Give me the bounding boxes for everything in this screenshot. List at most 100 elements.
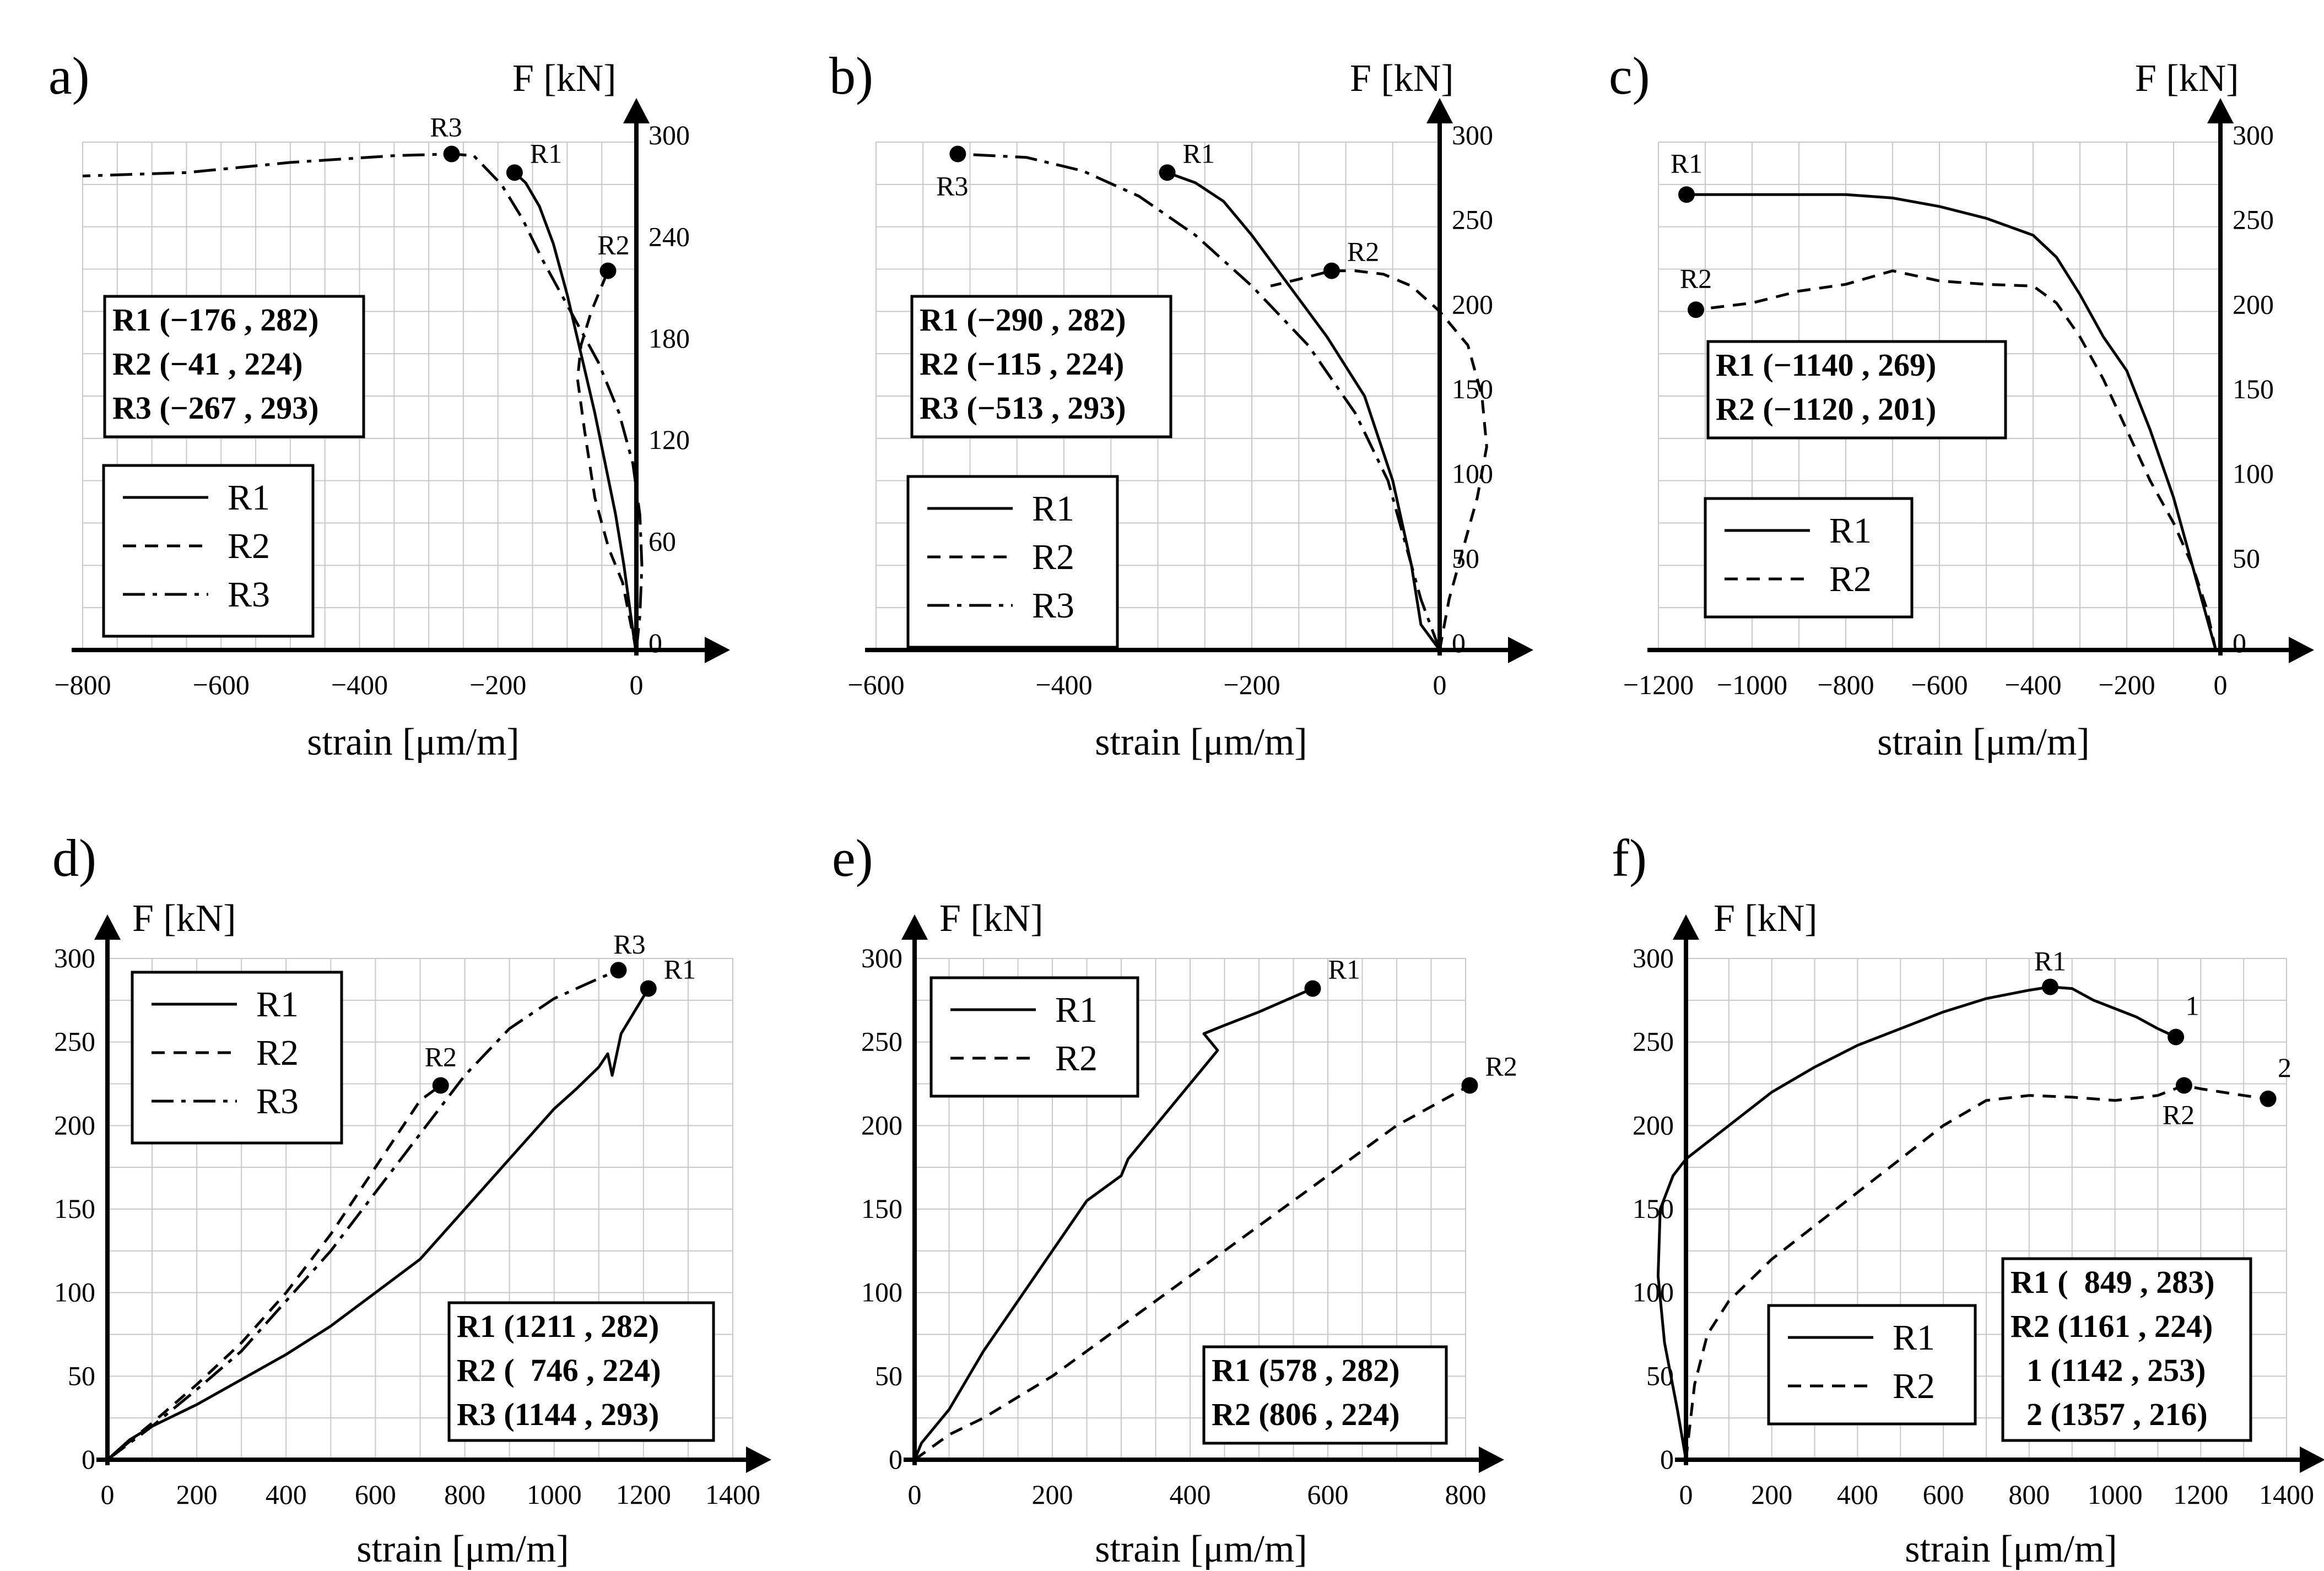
x-axis-arrow (1479, 1447, 1504, 1473)
x-tick-label: 200 (176, 1479, 218, 1510)
info-line: R1 (−1140 , 269) (1716, 347, 1936, 383)
legend: R1 R2 R3 (906, 475, 1119, 649)
marker-label: R1 (1328, 954, 1360, 985)
info-line: R2 (−41 , 224) (112, 346, 303, 382)
legend: R1 R2 R3 (131, 971, 343, 1145)
info-line: R2 (1161 , 224) (2010, 1308, 2213, 1344)
marker-point (640, 980, 657, 997)
x-tick-label: −400 (331, 669, 388, 700)
y-tick-label: 300 (1452, 120, 1493, 150)
y-axis-arrow (901, 914, 928, 940)
x-tick-label: 1400 (2259, 1479, 2314, 1510)
info-line: R3 (−513 , 293) (920, 390, 1126, 426)
chart-b: −600 −400 −200 00 50 100 150 200 250 300 b) F [kN] s… (829, 46, 1533, 763)
x-tick-label: −1200 (1623, 669, 1694, 700)
marker-point (1304, 980, 1321, 997)
x-axis-arrow (705, 637, 730, 663)
info-box-frame (2001, 1257, 2252, 1442)
y-tick-label: 120 (648, 424, 690, 455)
y-tick-label: 180 (648, 323, 690, 354)
x-tick-label: −600 (847, 669, 904, 700)
y-tick-label: 150 (861, 1193, 902, 1224)
y-tick-label: 300 (861, 942, 902, 973)
panel-label: f) (1612, 828, 1647, 887)
x-tick-label: 800 (1445, 1479, 1487, 1510)
series-r3 (106, 968, 619, 1461)
info-line: R2 (−115 , 224) (920, 346, 1124, 382)
x-tick-label: −1000 (1717, 669, 1787, 700)
series-r2 (576, 270, 638, 651)
legend-label: R1 (1032, 489, 1074, 529)
legend-label: R2 (1829, 559, 1872, 599)
panel-label: d) (52, 828, 96, 887)
marker-label: R3 (430, 112, 462, 143)
y-tick-label: 50 (875, 1360, 902, 1391)
info-box-frame (103, 295, 365, 438)
y-axis-arrow (623, 98, 650, 123)
x-tick-label: 0 (101, 1479, 115, 1510)
x-tick-label: 800 (2008, 1479, 2050, 1510)
marker-label: 1 (2186, 990, 2199, 1021)
y-tick-label: 250 (861, 1026, 902, 1057)
x-tick-label: 1400 (705, 1479, 760, 1510)
x-tick-label: 600 (1307, 1479, 1349, 1510)
info-box-frame (1202, 1345, 1448, 1445)
x-tick-label: 0 (908, 1479, 922, 1510)
marker-label: R1 (530, 138, 562, 169)
info-box: R1 (−290 , 282) R2 (−115 , 224) R3 (−513 ,… (910, 295, 1172, 438)
series-r2 (106, 1084, 442, 1461)
x-axis-arrow (1508, 637, 1533, 663)
x-tick-label: 600 (355, 1479, 396, 1510)
info-box: R1 ( 849 , 283) R2 (1161 , 224) 1 (1142 ,… (2001, 1257, 2252, 1442)
legend-label: R1 (1829, 511, 1872, 551)
info-box: R1 (−176 , 282) R2 (−41 , 224) R3 (−267 , … (103, 295, 365, 438)
x-tick-label: 600 (1923, 1479, 1964, 1510)
x-tick-label: 1200 (616, 1479, 671, 1510)
y-axis-title: F [kN] (1350, 57, 1454, 100)
x-tick-label: −800 (1817, 669, 1874, 700)
y-axis-title: F [kN] (132, 897, 236, 940)
marker-label: R2 (1485, 1051, 1517, 1082)
info-line: R1 (1211 , 282) (457, 1308, 659, 1344)
info-line: R2 ( 746 , 224) (457, 1352, 661, 1388)
series-r1 (913, 987, 1314, 1460)
legend-label: R2 (1893, 1366, 1935, 1406)
y-axis-arrow (94, 914, 121, 940)
x-tick-label: 400 (1837, 1479, 1878, 1510)
marker-point (2175, 1077, 2192, 1094)
legend-label: R3 (1032, 586, 1074, 626)
info-line: R3 (−267 , 293) (112, 390, 319, 426)
legend-frame (1704, 497, 1914, 619)
y-tick-label: 100 (1633, 1277, 1674, 1308)
chart-e: 0 200 400 600 800 0 50 100 150 200 250 300 e) F [kN] s… (832, 828, 1517, 1570)
x-tick-label: 800 (444, 1479, 485, 1510)
panel-label: e) (832, 828, 873, 887)
info-line: R2 (806 , 224) (1212, 1396, 1400, 1432)
y-tick-label: 50 (1452, 543, 1479, 573)
x-tick-label: −200 (1223, 669, 1280, 700)
marker-label: R3 (936, 171, 968, 202)
y-tick-label: 200 (1452, 289, 1493, 319)
series-r1 (1687, 193, 2217, 651)
chart-d: 0 200 400 600 800 1000 1200 1400 0 50 100 150 200 250… (52, 828, 771, 1570)
y-tick-label: 300 (2233, 120, 2274, 150)
marker-label: R1 (664, 954, 696, 985)
series-r2 (1695, 269, 2217, 651)
info-line: R1 (578 , 282) (1212, 1352, 1400, 1388)
x-axis-title: strain [μm/m] (1095, 1528, 1307, 1570)
info-line: R1 (−176 , 282) (112, 302, 319, 338)
x-tick-label: 0 (1433, 669, 1447, 700)
x-tick-label: −200 (2098, 669, 2155, 700)
marker-label: R1 (1183, 138, 1215, 169)
marker-point (443, 145, 460, 162)
y-tick-label: 250 (1452, 204, 1493, 235)
legend-label: R2 (1055, 1038, 1098, 1079)
y-tick-label: 0 (889, 1444, 902, 1475)
series-r3 (82, 153, 644, 651)
legend: R1 R2 R3 (102, 464, 315, 638)
y-tick-label: 100 (1452, 458, 1493, 489)
